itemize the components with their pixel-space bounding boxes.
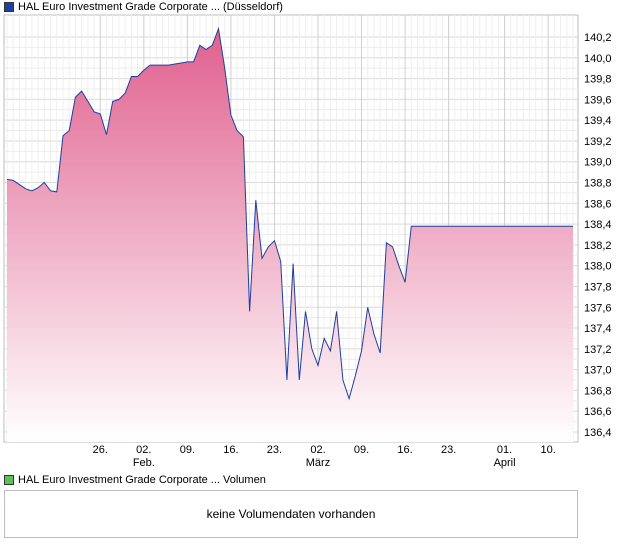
x-tick-label: 10. (540, 444, 555, 456)
y-tick-label: 138,0 (584, 261, 612, 273)
volume-legend: HAL Euro Investment Grade Corporate ... … (4, 473, 266, 487)
price-line (6, 26, 573, 401)
x-tick-sublabel: Feb. (133, 457, 155, 469)
y-tick-label: 139,0 (584, 157, 612, 169)
y-tick-label: 140,2 (584, 32, 612, 44)
x-tick-label: 09. (354, 444, 369, 456)
volume-legend-label: HAL Euro Investment Grade Corporate ... … (18, 474, 266, 486)
y-tick-label: 138,8 (584, 178, 612, 190)
x-tick-label: 02. (136, 444, 151, 456)
y-tick-label: 138,6 (584, 198, 612, 210)
volume-message: keine Volumendaten vorhanden (206, 507, 376, 521)
y-tick-label: 137,6 (584, 302, 612, 314)
x-tick-label: 23. (441, 444, 456, 456)
y-tick-label: 138,2 (584, 240, 612, 252)
y-tick-label: 140,0 (584, 53, 612, 65)
x-tick-sublabel: März (306, 457, 330, 469)
x-tick-label: 16. (397, 444, 412, 456)
price-area (7, 28, 573, 442)
y-tick-label: 136,8 (584, 385, 612, 397)
x-tick-label: 16. (223, 444, 238, 456)
x-tick-label: 26. (93, 444, 108, 456)
y-tick-label: 136,4 (584, 427, 612, 439)
price-legend-label: HAL Euro Investment Grade Corporate ... … (18, 1, 283, 13)
x-tick-sublabel: April (494, 457, 516, 469)
y-tick-label: 139,4 (584, 115, 612, 127)
y-tick-label: 137,2 (584, 344, 612, 356)
x-tick-label: 02. (310, 444, 325, 456)
x-tick-label: 01. (497, 444, 512, 456)
y-tick-label: 136,6 (584, 406, 612, 418)
y-tick-label: 139,8 (584, 74, 612, 86)
y-tick-label: 137,0 (584, 365, 612, 377)
y-tick-label: 137,8 (584, 281, 612, 293)
y-tick-label: 137,4 (584, 323, 612, 335)
volume-panel: keine Volumendaten vorhanden (4, 490, 578, 538)
volume-legend-swatch (4, 475, 14, 485)
x-tick-label: 09. (180, 444, 195, 456)
price-legend: HAL Euro Investment Grade Corporate ... … (4, 0, 283, 14)
price-chart: 140,2 140,0 139,8 139,6 139,4 139,2 139,0 138,8… (3, 14, 612, 469)
y-tick-label: 138,4 (584, 219, 612, 231)
x-tick-label: 23. (267, 444, 282, 456)
y-tick-label: 139,6 (584, 94, 612, 106)
price-legend-swatch (4, 2, 14, 12)
y-tick-label: 139,2 (584, 136, 612, 148)
